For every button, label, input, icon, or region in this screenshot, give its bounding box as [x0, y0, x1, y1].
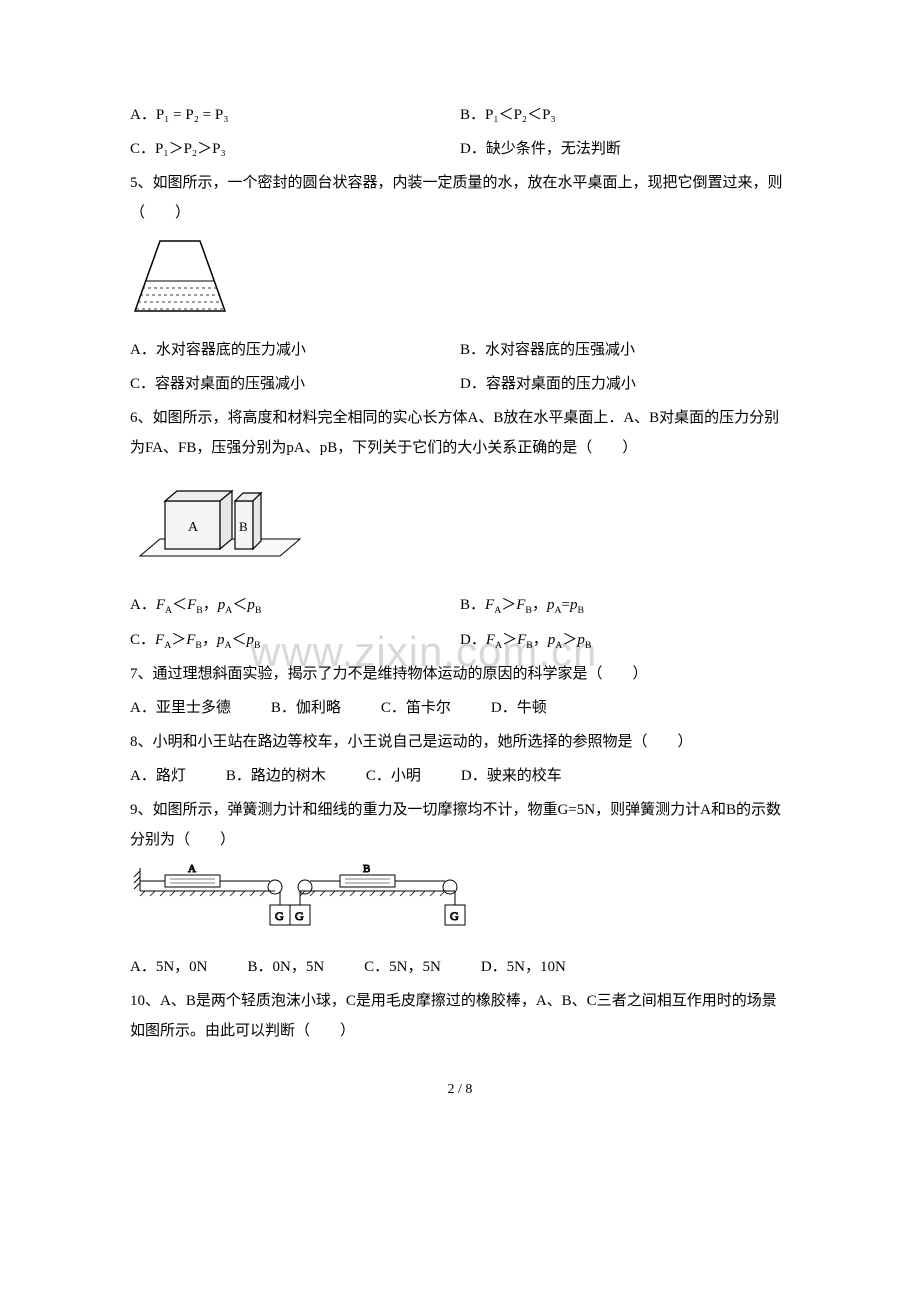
- svg-text:G: G: [295, 909, 304, 923]
- q6-figure-blocks: A B: [130, 471, 790, 582]
- q4-opt-d: D．缺少条件，无法判断: [460, 141, 621, 157]
- q4-opt-c: C．P₁＞P₂＞P₃: [130, 141, 226, 157]
- q10-stem: 10、A、B是两个轻质泡沫小球，C是用毛皮摩擦过的橡胶棒，A、B、C三者之间相互…: [130, 986, 790, 1046]
- svg-text:A: A: [188, 520, 199, 535]
- q7-opt-d: D．牛顿: [491, 693, 547, 723]
- q5-figure-trapezoid-container: [130, 236, 790, 327]
- svg-text:A: A: [188, 863, 196, 875]
- q5-opt-c: C．容器对桌面的压强减小: [130, 376, 305, 392]
- q6-opt-d: D．FA＞FB，pA＞pB: [460, 632, 591, 648]
- q4-opt-a: A．P₁ = P₂ = P₃: [130, 107, 228, 123]
- q9-stem: 9、如图所示，弹簧测力计和细线的重力及一切摩擦均不计，物重G=5N，则弹簧测力计…: [130, 795, 790, 855]
- q7-stem: 7、通过理想斜面实验，揭示了力不是维持物体运动的原因的科学家是（ ）: [130, 659, 790, 689]
- q9-options: A．5N，0N B．0N，5N C．5N，5N D．5N，10N: [130, 952, 790, 982]
- q8-opt-a: A．路灯: [130, 761, 186, 791]
- q6-opt-c: C．FA＞FB，pA＜pB: [130, 632, 261, 648]
- q9-opt-c: C．5N，5N: [364, 952, 441, 982]
- svg-text:G: G: [450, 909, 459, 923]
- q6-stem: 6、如图所示，将高度和材料完全相同的实心长方体A、B放在水平桌面上．A、B对桌面…: [130, 403, 790, 463]
- q9-figure-spring-scales: A G G B: [130, 863, 790, 944]
- q7-opt-a: A．亚里士多德: [130, 693, 231, 723]
- q7-options: A．亚里士多德 B．伽利略 C．笛卡尔 D．牛顿: [130, 693, 790, 723]
- q8-opt-b: B．路边的树木: [226, 761, 326, 791]
- q7-opt-c: C．笛卡尔: [381, 693, 451, 723]
- page-footer: 2 / 8: [130, 1076, 790, 1104]
- q6-opt-a: A．FA＜FB，pA＜pB: [130, 597, 261, 613]
- q6-opt-b: B．FA＞FB，pA=pB: [460, 597, 584, 613]
- q5-opt-d: D．容器对桌面的压力减小: [460, 376, 636, 392]
- q5-options-row2: C．容器对桌面的压强减小 D．容器对桌面的压力减小: [130, 369, 790, 399]
- q8-stem: 8、小明和小王站在路边等校车，小王说自己是运动的，她所选择的参照物是（ ）: [130, 727, 790, 757]
- q4-opt-b: B．P₁＜P₂＜P₃: [460, 107, 556, 123]
- q7-opt-b: B．伽利略: [271, 693, 341, 723]
- q8-opt-d: D．驶来的校车: [461, 761, 562, 791]
- q4-options-row2: C．P₁＞P₂＞P₃ D．缺少条件，无法判断: [130, 134, 790, 164]
- svg-text:B: B: [363, 863, 370, 875]
- q9-opt-a: A．5N，0N: [130, 952, 208, 982]
- q9-opt-b: B．0N，5N: [248, 952, 325, 982]
- q6-options-row2: C．FA＞FB，pA＜pB D．FA＞FB，pA＞pB: [130, 625, 790, 656]
- q5-opt-a: A．水对容器底的压力减小: [130, 342, 306, 358]
- svg-text:G: G: [275, 909, 284, 923]
- q5-stem: 5、如图所示，一个密封的圆台状容器，内装一定质量的水，放在水平桌面上，现把它倒置…: [130, 168, 790, 228]
- q8-options: A．路灯 B．路边的树木 C．小明 D．驶来的校车: [130, 761, 790, 791]
- q5-options-row1: A．水对容器底的压力减小 B．水对容器底的压强减小: [130, 335, 790, 365]
- q5-opt-b: B．水对容器底的压强减小: [460, 342, 635, 358]
- q6-options-row1: A．FA＜FB，pA＜pB B．FA＞FB，pA=pB: [130, 590, 790, 621]
- svg-text:B: B: [239, 519, 248, 534]
- q8-opt-c: C．小明: [366, 761, 421, 791]
- q4-options-row1: A．P₁ = P₂ = P₃ B．P₁＜P₂＜P₃: [130, 100, 790, 130]
- q9-opt-d: D．5N，10N: [481, 952, 566, 982]
